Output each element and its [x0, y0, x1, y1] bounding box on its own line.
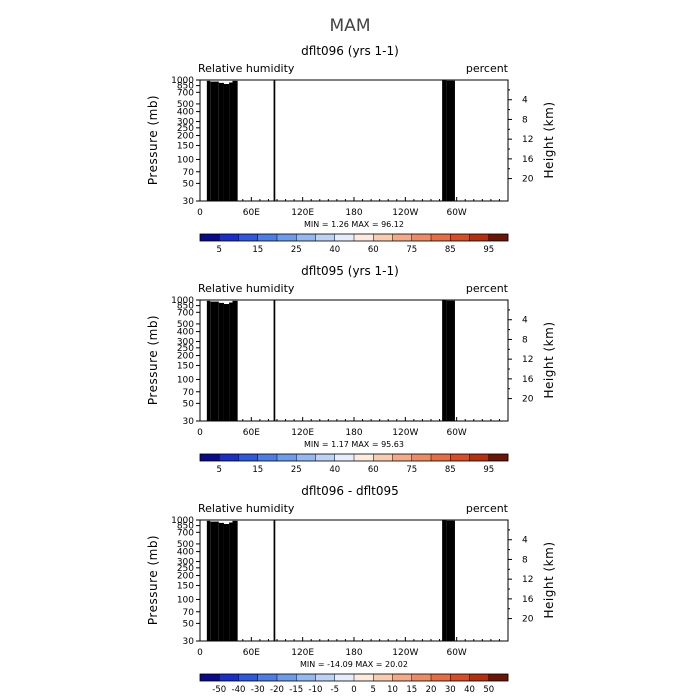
height-tick-label: 12: [522, 135, 533, 145]
terrain-block: [210, 81, 219, 201]
panel-dflt095: dflt095 (yrs 1-1) Relative humidity perc…: [146, 264, 556, 475]
colorbar-swatch: [392, 234, 413, 241]
y-axis-label-right: Height (km): [542, 322, 556, 399]
terrain-block: [232, 80, 238, 201]
colorbar-label: 5: [217, 245, 222, 255]
colorbar-swatch: [238, 234, 259, 241]
variable-label: Relative humidity: [198, 62, 295, 75]
colorbar-swatch: [431, 234, 451, 241]
y-tick-label: 50: [183, 179, 195, 189]
colorbar-label: 15: [252, 245, 263, 255]
colorbar-swatch: [450, 234, 470, 241]
terrain-block: [446, 80, 455, 201]
y-tick-label: 700: [177, 88, 194, 98]
y-tick-label: 150: [177, 141, 194, 151]
y-axis-label: Pressure (mb): [146, 315, 160, 405]
y-tick-label: 300: [177, 118, 194, 128]
colorbar-swatch: [257, 234, 278, 241]
y-tick-label: 70: [183, 168, 195, 178]
x-tick-label: 120W: [392, 208, 418, 218]
x-tick-label: 180: [345, 208, 362, 218]
panel-dflt096: dflt096 (yrs 1-1) Relative humidity perc…: [146, 44, 556, 255]
colorbar-label: 95: [483, 245, 494, 255]
page-title: MAM: [330, 16, 371, 36]
variable-label: Relative humidity: [198, 282, 295, 295]
colorbar-swatch: [315, 234, 336, 241]
colorbar-swatch: [354, 234, 374, 241]
y-tick-label: 30: [183, 197, 195, 207]
y-tick-label: 250: [177, 124, 194, 134]
colorbar-swatch: [200, 234, 220, 241]
height-tick-label: 4: [522, 96, 528, 106]
y-tick-label: 850: [177, 82, 194, 92]
colorbar-label: 60: [368, 245, 379, 255]
height-tick-label: 8: [522, 115, 528, 125]
y-axis-label-right: Height (km): [542, 102, 556, 179]
colorbar-swatch: [334, 234, 355, 241]
panel-title: dflt095 (yrs 1-1): [301, 264, 399, 278]
height-tick-label: 20: [522, 175, 534, 185]
y-tick-label: 200: [177, 132, 194, 142]
height-tick-label: 16: [522, 155, 534, 165]
x-tick-label: 120E: [291, 208, 314, 218]
colorbar-label: 40: [329, 245, 340, 255]
y-tick-label: 500: [177, 100, 194, 110]
panel-title: dflt096 (yrs 1-1): [301, 44, 399, 58]
x-tick-label: 60E: [243, 208, 260, 218]
y-axis-label: Pressure (mb): [146, 95, 160, 185]
colorbar-swatch: [373, 234, 393, 241]
terrain-block: [229, 82, 233, 201]
units-label: percent: [466, 282, 509, 295]
terrain: [206, 80, 455, 201]
terrain-block: [206, 80, 211, 201]
x-tick-label: 60W: [446, 208, 466, 218]
colorbar-label: 75: [406, 245, 417, 255]
units-label: percent: [466, 62, 509, 75]
stats-label: MIN = 1.17 MAX = 95.63: [304, 440, 404, 449]
terrain-block: [442, 80, 447, 201]
colorbar-swatch: [469, 234, 490, 241]
y-tick-label: 1000: [171, 76, 194, 86]
colorbar: 5 15 25 40 60 75 85 95: [199, 233, 509, 255]
colorbar-label: 25: [291, 245, 302, 255]
plot-frame: [199, 79, 509, 202]
y-tick-label: 400: [177, 108, 194, 118]
colorbar-swatch: [296, 234, 316, 241]
colorbar-swatch: [219, 234, 239, 241]
colorbar-label: 85: [445, 245, 456, 255]
colorbar-swatch: [488, 234, 509, 241]
stats-label: MIN = 1.26 MAX = 96.12: [304, 220, 404, 229]
colorbar-swatch: [411, 234, 432, 241]
colorbar-swatch: [277, 234, 297, 241]
terrain-block: [223, 84, 230, 201]
terrain-block: [218, 82, 224, 201]
terrain-block: [273, 80, 276, 201]
y-tick-label: 100: [177, 155, 194, 165]
x-tick-label: 0: [197, 208, 203, 218]
